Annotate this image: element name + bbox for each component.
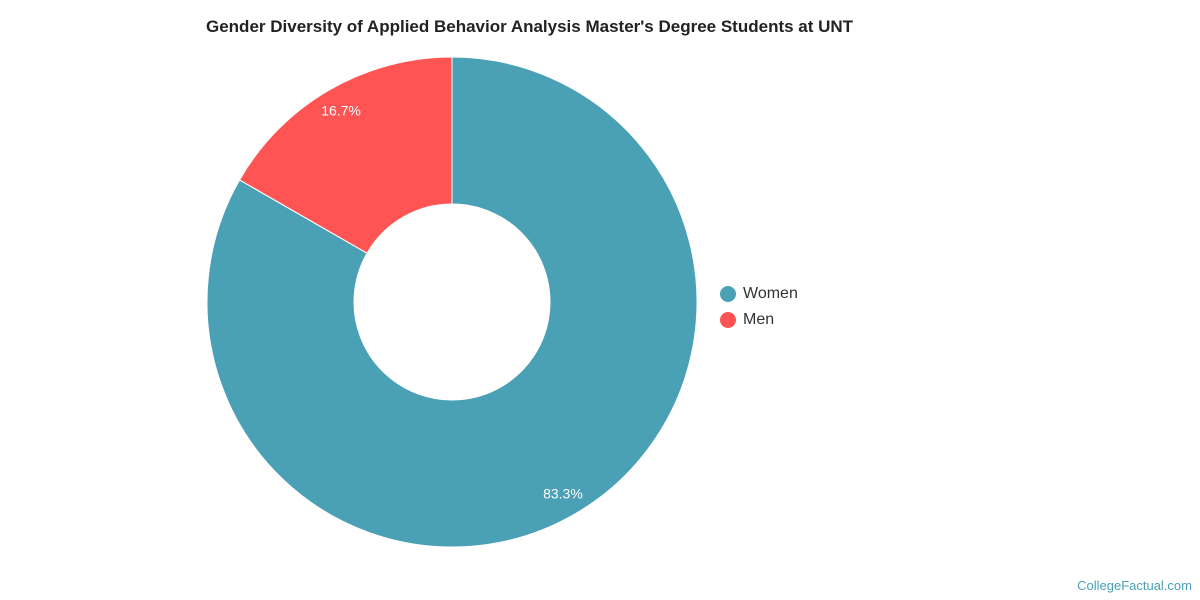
slice-men[interactable] bbox=[238, 56, 453, 254]
legend-label-women: Women bbox=[743, 285, 798, 302]
legend-swatch-men bbox=[720, 312, 736, 328]
legend-item-men[interactable]: Men bbox=[720, 307, 798, 333]
data-label-men: 16.7% bbox=[321, 102, 361, 118]
slice-women[interactable] bbox=[206, 56, 698, 548]
legend-swatch-women bbox=[720, 286, 736, 302]
legend-label-men: Men bbox=[743, 311, 775, 328]
legend: Women Men bbox=[720, 281, 798, 333]
chart-title: Gender Diversity of Applied Behavior Ana… bbox=[206, 17, 854, 36]
legend-item-women[interactable]: Women bbox=[720, 281, 798, 307]
data-label-women: 83.3% bbox=[543, 486, 583, 502]
watermark[interactable]: CollegeFactual.com bbox=[1077, 578, 1192, 593]
